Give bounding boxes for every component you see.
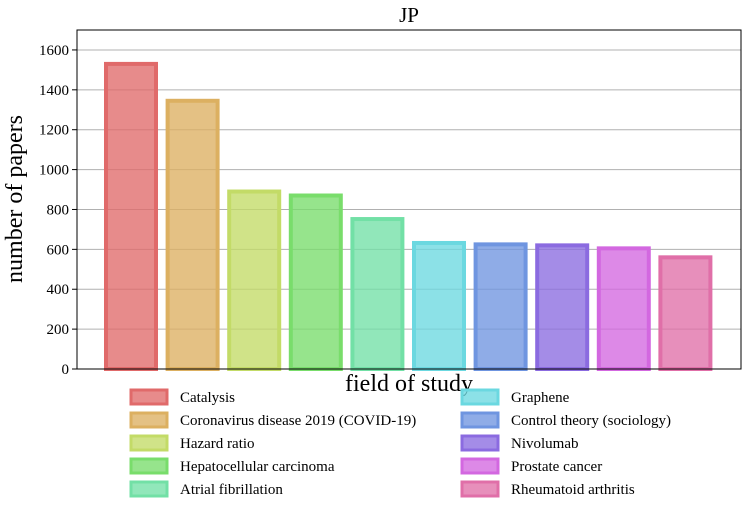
legend-label: Control theory (sociology) <box>511 413 671 429</box>
bars <box>104 61 713 372</box>
bar <box>412 240 466 372</box>
legend: Catalysis Coronavirus disease 2019 (COVID… <box>129 388 671 498</box>
legend-swatch <box>129 457 169 475</box>
x-axis-label: field of study <box>345 371 473 397</box>
bar <box>227 189 282 371</box>
chart-title: JP <box>399 3 419 27</box>
legend-label: Catalysis <box>180 390 235 406</box>
legend-label: Atrial fibrillation <box>180 482 283 498</box>
legend-swatch <box>460 434 500 452</box>
legend-label: Graphene <box>511 390 570 406</box>
legend-swatch <box>460 480 500 498</box>
legend-swatch <box>129 480 169 498</box>
bar <box>535 243 590 371</box>
y-tick-label: 1600 <box>39 43 69 59</box>
legend-label: Rheumatoid arthritis <box>511 482 635 498</box>
bar <box>165 98 220 372</box>
y-tick-label: 200 <box>47 322 70 338</box>
legend-swatch <box>460 388 500 406</box>
legend-swatch <box>129 388 169 406</box>
bar <box>288 193 343 371</box>
legend-swatch <box>129 434 169 452</box>
legend-label: Coronavirus disease 2019 (COVID-19) <box>180 413 416 429</box>
bar <box>104 61 158 372</box>
bar <box>473 242 528 371</box>
y-tick-label: 400 <box>47 282 70 298</box>
bar <box>658 255 713 371</box>
y-axis-ticks: 0 200 400 600 800 1000 1200 1400 1600 <box>39 43 77 378</box>
legend-swatch <box>460 457 500 475</box>
plot-area-frame <box>76 29 742 370</box>
y-tick-label: 1200 <box>39 123 69 139</box>
legend-label: Hepatocellular carcinoma <box>180 459 335 475</box>
legend-swatch <box>129 411 169 429</box>
legend-label: Nivolumab <box>511 436 579 452</box>
legend-label: Hazard ratio <box>180 436 255 452</box>
legend-swatch <box>460 411 500 429</box>
y-tick-label: 1000 <box>39 163 69 179</box>
bar <box>596 246 651 371</box>
legend-label: Prostate cancer <box>511 459 602 475</box>
y-tick-label: 600 <box>47 242 70 258</box>
y-axis-label: number of papers <box>2 115 28 283</box>
y-tick-label: 0 <box>62 362 70 378</box>
bar <box>350 217 405 371</box>
y-tick-label: 800 <box>47 202 70 218</box>
y-tick-label: 1400 <box>39 83 69 99</box>
